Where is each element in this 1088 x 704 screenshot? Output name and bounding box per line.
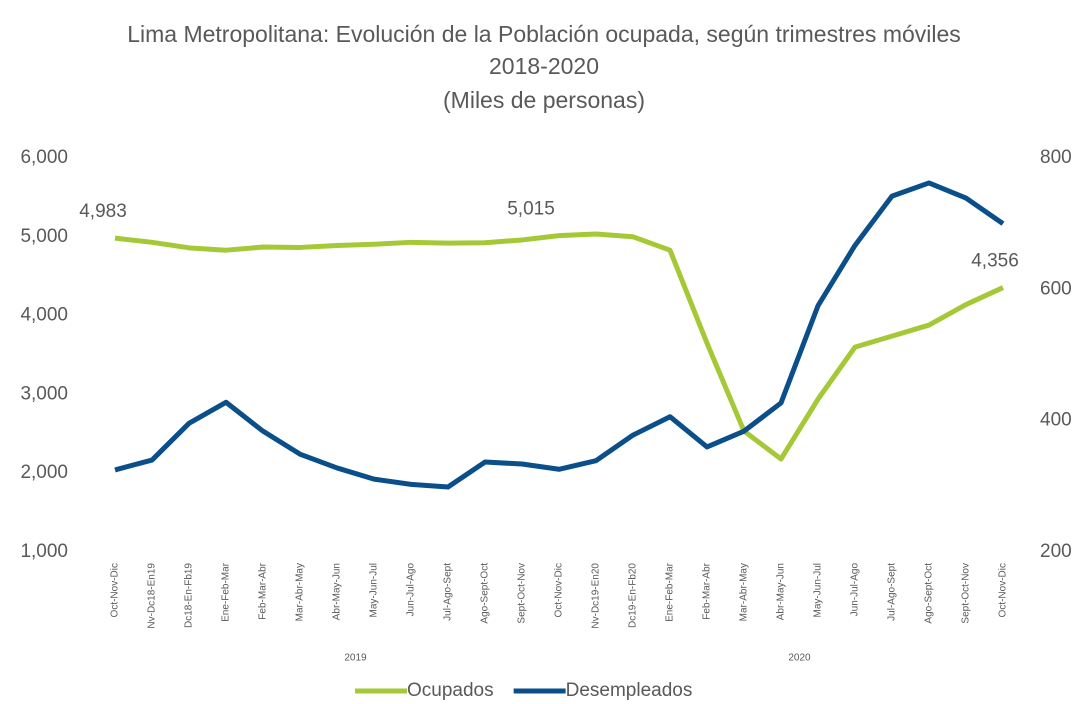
y2-tick-label: 600 [1040,278,1072,299]
legend-label: Ocupados [407,680,494,701]
x-tick-label: Sept-Oct-Nov [517,563,528,624]
y2-tick-label: 200 [1040,541,1072,562]
x-tick-label: Mar-Abr-May [739,563,750,621]
x-tick-label: Mar-Abr-May [295,563,306,621]
data-label: 4,983 [79,201,127,222]
x-tick-label: Nv-Dc18-En19 [147,563,158,629]
chart-title: Lima Metropolitana: Evolución de la Pobl… [127,21,961,79]
chart-subtitle: (Miles de personas) [443,87,645,113]
data-label: 4,356 [971,251,1019,272]
y-tick-label: 1,000 [20,541,68,562]
y-tick-label: 2,000 [20,462,68,483]
y-tick-label: 6,000 [20,147,68,168]
legend-label: Desempleados [566,680,693,701]
x-tick-label: Nv-Dc19-En20 [591,563,602,629]
y-tick-label: 5,000 [20,226,68,247]
x-tick-label: Ene-Feb-Mar [665,562,676,622]
x-tick-label: Ago-Sept-Oct [480,563,491,624]
y2-tick-label: 800 [1040,147,1072,168]
x-tick-label: Oct-Nov-Dic [110,563,121,617]
x-tick-label: Dc19-En-Fb20 [628,563,639,628]
x-tick-label: May-Jun-Jul [369,563,380,617]
x-tick-label: Feb-Mar-Abr [702,562,713,619]
x-tick-label: May-Jun-Jul [813,563,824,617]
x-tick-label: Feb-Mar-Abr [258,562,269,619]
series-line [114,231,1005,462]
x-tick-label: Jul-Ago-Sept [443,563,454,621]
x-tick-label: Dc18-En-Fb19 [184,563,195,628]
x-tick-label: Jun-Jul-Ago [850,563,861,617]
series-line [114,180,1005,490]
y2-tick-label: 400 [1040,410,1072,431]
x-tick-label: Ene-Feb-Mar [221,562,232,622]
x-tick-label: Sept-Oct-Nov [961,563,972,624]
x-tick-label: Oct-Nov-Dic [998,563,1009,617]
y-tick-label: 3,000 [20,383,68,404]
x-tick-label: Abr-May-Jun [776,563,787,620]
x-tick-label: Abr-May-Jun [332,563,343,620]
y-tick-label: 4,000 [20,305,68,326]
group-label: 2019 [344,653,367,664]
x-tick-label: Oct-Nov-Dic [554,563,565,617]
data-label: 5,015 [507,199,555,220]
group-label: 2020 [788,653,811,664]
x-tick-label: Jun-Jul-Ago [406,563,417,617]
x-tick-label: Jul-Ago-Sept [887,563,898,621]
x-tick-label: Ago-Sept-Oct [924,563,935,624]
